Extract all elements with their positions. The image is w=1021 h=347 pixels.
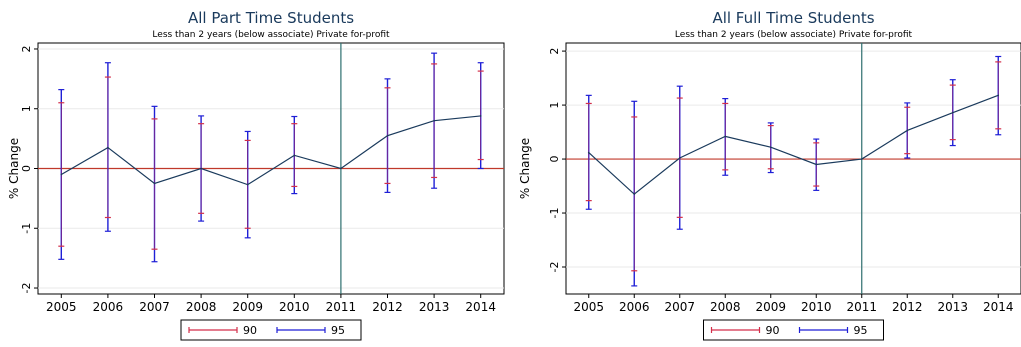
- legend-label-90: 90: [766, 324, 780, 337]
- estimate-point-2005: [587, 151, 590, 154]
- x-tick-label-2011: 2011: [846, 300, 877, 314]
- x-tick-label-2005: 2005: [573, 300, 604, 314]
- legend-box: [180, 319, 362, 341]
- estimate-point-2005: [60, 173, 63, 176]
- panel-full-time: All Full Time Students Less than 2 years …: [511, 0, 1021, 347]
- chart-subtitle: Less than 2 years (below associate) Priv…: [675, 30, 913, 40]
- y-tick-label-1: 1: [548, 102, 561, 109]
- x-tick-label-2013: 2013: [419, 300, 450, 314]
- estimate-point-2013: [433, 119, 435, 122]
- y-tick-label--2: -2: [548, 262, 561, 273]
- estimate-point-2010: [293, 154, 296, 157]
- x-tick-label-2007: 2007: [664, 300, 695, 314]
- legend-label-95: 95: [854, 324, 868, 337]
- estimate-line: [61, 115, 481, 186]
- x-tick-label-2010: 2010: [801, 300, 832, 314]
- x-tick-label-2010: 2010: [279, 300, 310, 314]
- y-tick-label--1: -1: [548, 208, 561, 219]
- x-tick-label-2011: 2011: [326, 300, 357, 314]
- estimate-point-2007: [153, 182, 156, 185]
- legend-box: [703, 319, 884, 341]
- estimate-point-2009: [769, 146, 772, 148]
- estimate-point-2011: [860, 158, 863, 160]
- legend: 90 95: [703, 319, 884, 341]
- estimate-point-2007: [678, 157, 681, 159]
- y-axis-label: % Change: [518, 138, 532, 199]
- x-tick-label-2014: 2014: [465, 300, 496, 314]
- chart-title: All Full Time Students: [712, 9, 874, 27]
- y-tick-label-1: 1: [20, 105, 33, 112]
- legend-label-95: 95: [331, 324, 345, 337]
- legend: 90 95: [180, 319, 362, 341]
- estimate-point-2006: [633, 193, 636, 195]
- estimate-point-2009: [246, 183, 249, 186]
- x-tick-label-2005: 2005: [46, 300, 77, 314]
- x-tick-label-2013: 2013: [937, 300, 968, 314]
- estimate-point-2011: [340, 167, 342, 170]
- chart-full-time: All Full Time Students Less than 2 years …: [518, 9, 1021, 341]
- chart-title: All Part Time Students: [188, 9, 354, 27]
- legend-label-90: 90: [243, 324, 257, 337]
- x-tick-label-2006: 2006: [619, 300, 650, 314]
- x-tick-label-2012: 2012: [372, 300, 403, 314]
- chart-part-time: All Part Time Students Less than 2 years …: [7, 9, 505, 341]
- y-tick-label--1: -1: [20, 223, 33, 234]
- estimate-point-2013: [951, 111, 954, 114]
- x-tick-label-2012: 2012: [892, 300, 923, 314]
- y-tick-label-0: 0: [20, 165, 33, 172]
- estimate-point-2012: [386, 134, 389, 137]
- y-tick-label-2: 2: [20, 45, 33, 52]
- estimate-point-2012: [906, 129, 909, 132]
- plot-frame: [565, 42, 1021, 295]
- x-tick-label-2006: 2006: [93, 300, 124, 314]
- chart-subtitle: Less than 2 years (below associate) Priv…: [152, 30, 390, 40]
- estimate-point-2014: [997, 94, 1000, 97]
- panel-part-time: All Part Time Students Less than 2 years …: [0, 0, 510, 347]
- y-tick-label-0: 0: [548, 156, 561, 163]
- y-tick-label--2: -2: [20, 283, 33, 294]
- estimate-point-2006: [107, 146, 109, 149]
- estimate-point-2010: [815, 163, 818, 166]
- x-tick-label-2008: 2008: [710, 300, 741, 314]
- estimate-point-2014: [479, 115, 482, 117]
- y-tick-label-2: 2: [548, 48, 561, 55]
- x-tick-label-2008: 2008: [186, 300, 217, 314]
- x-tick-label-2014: 2014: [983, 300, 1014, 314]
- estimate-point-2008: [200, 167, 202, 170]
- x-tick-label-2009: 2009: [755, 300, 786, 314]
- y-axis-label: % Change: [7, 138, 21, 199]
- estimate-line: [588, 94, 999, 195]
- x-tick-label-2007: 2007: [139, 300, 170, 314]
- x-tick-label-2009: 2009: [232, 300, 263, 314]
- estimate-point-2008: [724, 135, 727, 138]
